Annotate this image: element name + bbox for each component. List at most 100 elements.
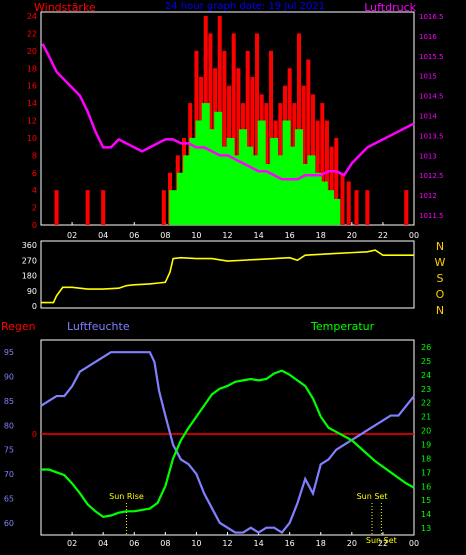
x-tick-label: 04 <box>98 231 108 240</box>
humidity-tick-label: 80 <box>4 421 14 430</box>
pressure-line <box>41 43 415 181</box>
x-tick-label: 16 <box>285 539 295 548</box>
wind-gust-bar <box>245 50 250 226</box>
chart-date-title: 24 hour graph date: 19 Jul 2021 <box>165 1 325 12</box>
pressure-tick-label: 1012.5 <box>419 172 444 180</box>
humidity-tick-label: 65 <box>4 494 14 503</box>
temperature-tick-label: 17 <box>421 468 431 477</box>
temperature-tick-label: 25 <box>421 357 431 366</box>
sun-annotation: Sun Set <box>366 536 397 545</box>
wind-gust-bar <box>354 190 359 225</box>
wind-gust-bar <box>340 172 345 225</box>
humidity-title: Luftfeuchte <box>67 320 130 333</box>
temperature-tick-label: 21 <box>421 413 431 422</box>
wind-avg-bar <box>257 120 266 225</box>
x-tick-label: 10 <box>191 231 201 240</box>
wind-tick-label: 8 <box>32 151 37 160</box>
pressure-tick-label: 1015 <box>419 73 437 81</box>
direction-letter: N <box>436 304 444 317</box>
wind-gust-bar <box>329 146 334 225</box>
wind-tick-label: 4 <box>32 186 37 195</box>
rain-title: Regen <box>1 320 36 333</box>
wind-tick-label: 0 <box>32 221 37 230</box>
x-tick-label: 12 <box>222 539 232 548</box>
x-tick-label: 04 <box>98 539 108 548</box>
direction-letter: S <box>437 272 444 285</box>
temperature-tick-label: 22 <box>421 399 431 408</box>
x-tick-label: 00 <box>409 539 419 548</box>
wind-gust-bar <box>54 190 59 225</box>
pressure-tick-label: 1013.5 <box>419 132 444 140</box>
wind-gust-bar <box>301 85 306 226</box>
wind-gust-bar <box>320 103 325 225</box>
wind-avg-bar <box>207 129 216 225</box>
wind-gust-bar <box>161 190 166 225</box>
wind-tick-label: 6 <box>32 169 37 178</box>
sun-annotation: Sun Rise <box>109 492 144 501</box>
wind-tick-label: 10 <box>27 134 37 143</box>
wind-avg-bar <box>313 172 322 225</box>
wind-avg-bar <box>220 146 229 225</box>
x-tick-label: 20 <box>347 231 357 240</box>
humidity-tick-label: 60 <box>4 519 14 528</box>
temperature-title: Temperatur <box>310 320 375 333</box>
wind-avg-bar <box>301 164 310 225</box>
x-tick-label: 06 <box>129 539 139 548</box>
wind-avg-bar <box>183 155 192 225</box>
x-tick-label: 06 <box>129 231 139 240</box>
pressure-tick-label: 1012 <box>419 192 437 200</box>
wind-avg-bar <box>169 190 178 225</box>
pressure-tick-label: 1016 <box>419 33 437 41</box>
direction-tick-label: 0 <box>32 302 37 311</box>
temperature-tick-label: 16 <box>421 482 431 491</box>
x-tick-label: 10 <box>191 539 201 548</box>
sun-annotation: Sun Set <box>357 492 388 501</box>
x-tick-label: 16 <box>285 231 295 240</box>
humidity-tick-label: 70 <box>4 470 14 479</box>
wind-avg-bar <box>176 172 185 225</box>
wind-tick-label: 20 <box>27 47 37 56</box>
direction-letter: O <box>436 288 445 301</box>
temperature-tick-label: 26 <box>421 343 431 352</box>
wind-gust-bar <box>222 50 227 226</box>
direction-tick-label: 180 <box>22 272 37 281</box>
humidity-temperature-panel <box>40 339 415 536</box>
x-tick-label: 22 <box>378 539 388 548</box>
temperature-tick-label: 23 <box>421 385 431 394</box>
wind-avg-bar <box>326 190 335 225</box>
wind-avg-bar <box>332 198 341 225</box>
direction-line <box>41 249 414 304</box>
wind-gust-bar <box>85 190 90 225</box>
pressure-tick-label: 1014 <box>419 113 437 121</box>
wind-gust-bar <box>231 33 236 225</box>
wind-avg-bar <box>270 137 279 225</box>
temperature-line <box>41 369 415 519</box>
wind-gust-bar <box>255 33 260 225</box>
wind-avg-bar <box>189 137 198 225</box>
x-tick-label: 14 <box>253 231 263 240</box>
x-tick-label: 00 <box>409 231 419 240</box>
wind-tick-label: 24 <box>27 12 37 21</box>
direction-tick-label: 90 <box>27 287 37 296</box>
wind-tick-label: 16 <box>27 82 37 91</box>
wind-tick-label: 2 <box>32 204 37 213</box>
temperature-tick-label: 24 <box>421 371 431 380</box>
temperature-tick-label: 15 <box>421 496 431 505</box>
wind-gust-bar <box>365 190 370 225</box>
wind-avg-bar <box>319 181 328 225</box>
direction-tick-label: 360 <box>22 241 37 250</box>
humidity-tick-label: 95 <box>4 348 14 357</box>
temperature-tick-label: 13 <box>421 524 431 533</box>
pressure-tick-label: 1015.5 <box>419 53 444 61</box>
humidity-tick-label: 85 <box>4 397 14 406</box>
x-tick-label: 12 <box>222 231 232 240</box>
direction-tick-label: 270 <box>22 256 37 265</box>
wind-gust-bar <box>101 190 106 225</box>
x-tick-label: 20 <box>347 539 357 548</box>
wind-avg-bar <box>263 164 272 225</box>
x-tick-label: 18 <box>316 539 326 548</box>
wind-avg-bar <box>307 155 316 225</box>
wind-gust-bar <box>334 137 339 225</box>
wind-title: Windstärke <box>34 1 96 14</box>
wind-tick-label: 22 <box>27 29 37 38</box>
